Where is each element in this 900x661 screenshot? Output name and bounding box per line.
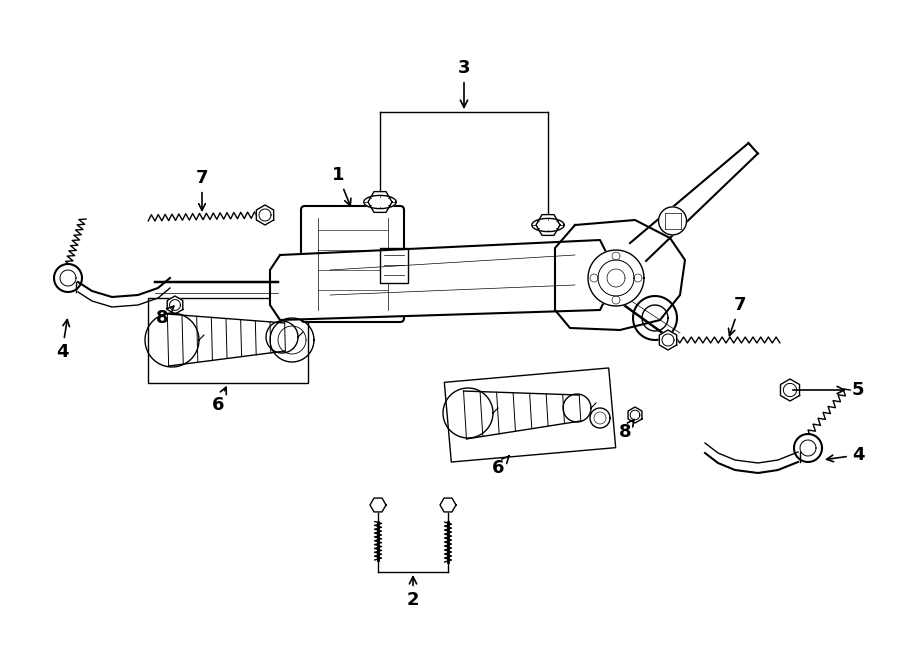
Text: 1: 1 — [332, 166, 351, 206]
Polygon shape — [633, 296, 677, 340]
FancyBboxPatch shape — [301, 206, 404, 322]
Text: 7: 7 — [196, 169, 208, 210]
Text: 7: 7 — [728, 296, 746, 336]
Text: 4: 4 — [826, 446, 864, 464]
Polygon shape — [167, 296, 183, 314]
Polygon shape — [780, 379, 799, 401]
Bar — [380, 248, 408, 283]
Bar — [148, 298, 308, 383]
Polygon shape — [256, 205, 274, 225]
Polygon shape — [555, 220, 685, 330]
Text: 8: 8 — [618, 420, 634, 441]
Text: 6: 6 — [491, 456, 509, 477]
Polygon shape — [705, 443, 798, 473]
Polygon shape — [659, 207, 687, 235]
Polygon shape — [370, 498, 386, 512]
Text: 6: 6 — [212, 387, 227, 414]
Polygon shape — [794, 434, 822, 462]
Polygon shape — [270, 240, 610, 320]
Polygon shape — [368, 192, 392, 212]
Polygon shape — [54, 264, 82, 292]
Polygon shape — [445, 368, 616, 462]
Text: 4: 4 — [56, 319, 69, 361]
Polygon shape — [536, 215, 560, 235]
Polygon shape — [630, 143, 758, 261]
Polygon shape — [532, 218, 564, 231]
Polygon shape — [660, 330, 677, 350]
Text: 8: 8 — [156, 306, 174, 327]
Polygon shape — [364, 196, 396, 209]
Polygon shape — [464, 391, 580, 439]
Polygon shape — [78, 278, 170, 307]
Polygon shape — [588, 250, 644, 306]
Text: 2: 2 — [407, 576, 419, 609]
Text: 3: 3 — [458, 59, 470, 107]
Polygon shape — [628, 407, 642, 423]
Polygon shape — [167, 314, 285, 366]
Polygon shape — [440, 498, 456, 512]
Text: 5: 5 — [793, 381, 864, 399]
